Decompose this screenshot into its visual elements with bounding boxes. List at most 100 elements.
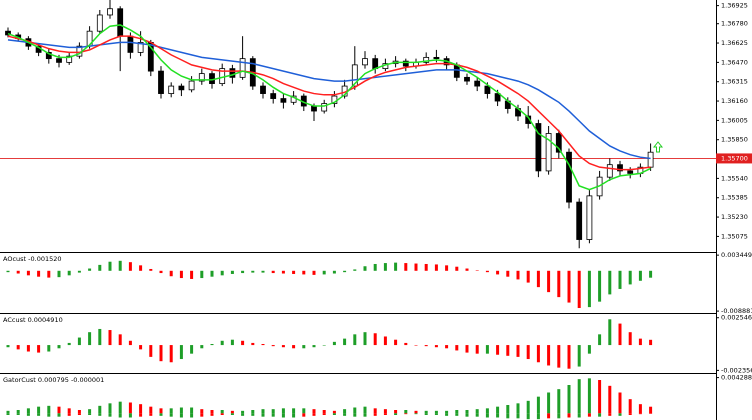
histogram-bar [414,410,418,414]
histogram-bar [649,406,653,414]
candle-body [576,201,583,240]
candle-body [566,151,572,203]
histogram-bar [332,410,336,414]
histogram-bar [649,413,653,414]
histogram-bar [506,345,510,356]
histogram-bar [404,410,408,414]
candle-body [188,80,195,91]
current-price-label: 1.35700 [721,154,748,162]
histogram-bar [230,270,234,274]
histogram-bar [220,413,224,415]
histogram-bar [149,406,153,414]
histogram-bar [292,408,296,414]
panel-title: ACcust 0.0004910 [3,316,63,324]
panel-title: AOcust -0.001520 [3,255,62,263]
histogram-bar [649,270,653,278]
histogram-bar [26,270,30,276]
histogram-bar [312,413,316,416]
histogram-bar [108,403,112,414]
histogram-bar [536,396,540,414]
histogram-bar [332,413,336,415]
histogram-bar [16,270,20,274]
histogram-bar [414,413,418,415]
histogram-bar [557,389,561,414]
histogram-bar [496,345,500,355]
histogram-bar [271,413,275,417]
histogram-bar [383,409,387,414]
histogram-bar [567,270,571,303]
histogram-bar [598,334,602,346]
histogram-bar [475,413,479,417]
histogram-bar [179,413,183,418]
histogram-bar [77,413,81,415]
histogram-bar [455,410,459,414]
candle-body [321,103,328,112]
histogram-bar [200,345,204,349]
candle-body [433,56,440,60]
histogram-bar [343,409,347,414]
histogram-bar [424,345,428,347]
histogram-bar [526,345,530,360]
histogram-bar [445,265,449,271]
histogram-bar [322,413,326,415]
histogram-bar [445,345,449,349]
histogram-bar [6,410,10,414]
y-tick-label: 0.003449 [721,251,752,259]
histogram-bar [363,332,367,346]
histogram-bar [26,345,30,352]
candle-body [168,85,175,94]
histogram-bar [394,262,398,271]
histogram-bar [567,345,571,369]
histogram-bar [598,413,602,417]
histogram-bar [353,269,357,271]
histogram-bar [608,319,612,346]
histogram-bar [424,263,428,271]
candle-body [372,58,379,70]
candle-body [158,70,164,94]
candle-body [474,80,481,87]
histogram-bar [383,413,387,415]
histogram-bar [179,407,183,414]
histogram-bar [169,413,173,417]
histogram-bar [322,270,326,275]
histogram-bar [37,413,41,416]
histogram-bar [57,413,61,417]
histogram-bar [424,410,428,414]
histogram-bar [618,392,622,414]
histogram-bar [353,407,357,414]
histogram-bar [577,345,581,367]
histogram-bar [363,266,367,271]
candle-body [464,76,470,82]
histogram-bar [16,413,20,415]
candle-body [239,58,246,78]
histogram-bar [241,410,245,414]
candle-body [586,195,593,240]
histogram-bar [394,339,398,346]
y-tick-label: 1.36005 [721,116,748,124]
histogram-bar [618,413,622,416]
histogram-bar [292,413,296,418]
histogram-bar [128,340,132,346]
histogram-bar [88,268,92,271]
candle-body [494,93,501,102]
histogram-bar [475,270,479,271]
histogram-bar [608,413,612,416]
histogram-bar [88,413,92,415]
histogram-bar [547,413,551,419]
histogram-bar [506,270,510,277]
histogram-bar [139,345,143,350]
histogram-bar [434,413,438,415]
histogram-bar [77,270,81,273]
histogram-bar [220,410,224,414]
candle-body [178,85,185,91]
histogram-bar [190,407,194,414]
y-tick-label: 1.36470 [721,58,748,66]
histogram-bar [261,413,265,417]
candle-body [260,85,266,94]
histogram-bar [230,410,234,414]
histogram-bar [638,270,642,281]
histogram-bar [496,413,500,418]
moving-average-line [7,24,651,191]
